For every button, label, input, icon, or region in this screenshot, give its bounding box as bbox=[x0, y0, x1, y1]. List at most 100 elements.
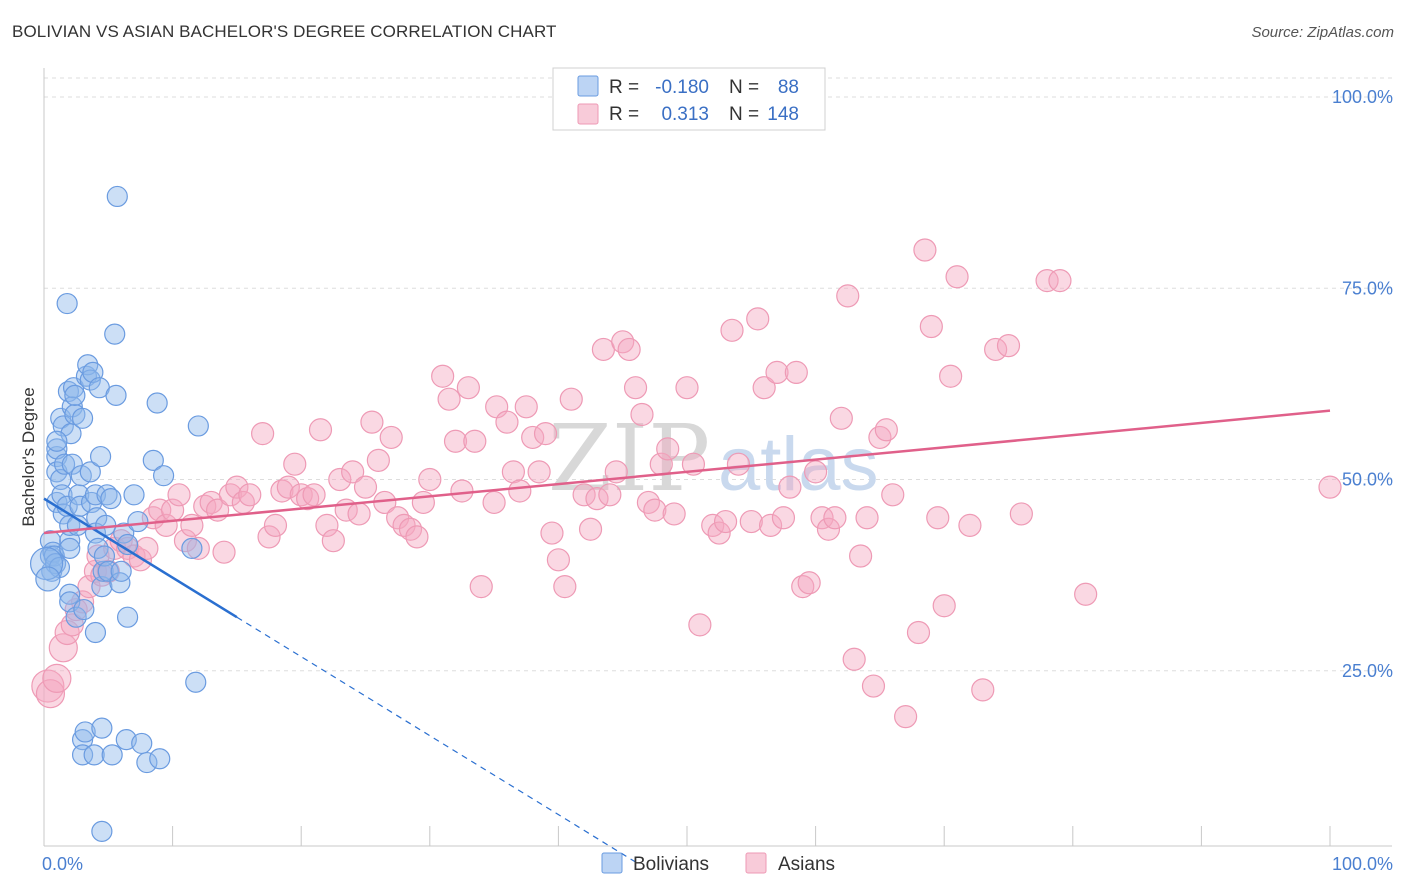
bolivian-point bbox=[64, 384, 86, 406]
watermark-zip: ZIP bbox=[548, 405, 710, 512]
legend-swatch-asians bbox=[577, 103, 599, 125]
asian-point bbox=[386, 506, 410, 530]
asian-point bbox=[919, 314, 943, 339]
asian-point bbox=[849, 544, 873, 568]
legend-r-label-asians: R = bbox=[609, 104, 639, 125]
watermark-atlas: atlas bbox=[718, 422, 879, 507]
bolivian-point bbox=[97, 560, 119, 582]
asian-point bbox=[861, 674, 886, 698]
bolivians-trend-extension bbox=[236, 616, 636, 863]
asian-point bbox=[617, 337, 641, 362]
asian-point bbox=[939, 364, 963, 388]
bolivian-point bbox=[83, 744, 105, 766]
asian-point bbox=[450, 479, 474, 503]
bolivian-point bbox=[73, 598, 95, 621]
bottom-legend-label-bolivians: Bolivians bbox=[633, 854, 709, 875]
asian-point bbox=[945, 265, 969, 289]
asian-point bbox=[546, 548, 571, 572]
asian-point bbox=[347, 502, 371, 526]
asian-point bbox=[701, 513, 725, 538]
bolivian-point bbox=[65, 606, 87, 628]
asian-point bbox=[578, 517, 603, 541]
bolivian-point bbox=[104, 323, 126, 345]
bolivian-point bbox=[110, 560, 132, 582]
asian-point bbox=[791, 574, 815, 599]
asian-point bbox=[829, 406, 853, 430]
asian-point bbox=[48, 633, 78, 663]
legend-r-value-bolivians: -0.180 bbox=[655, 77, 709, 98]
asian-point bbox=[688, 613, 712, 637]
asian-point bbox=[836, 284, 860, 308]
bolivian-point bbox=[74, 721, 96, 743]
x-tick-label-min: 0.0% bbox=[42, 854, 83, 874]
asian-point bbox=[874, 418, 898, 442]
bolivian-point bbox=[79, 369, 101, 391]
asians-points bbox=[31, 238, 1342, 729]
stats-legend: R = -0.180 N = 88 R = 0.313 N = 148 bbox=[552, 67, 826, 131]
asian-point bbox=[405, 525, 429, 549]
bolivian-point bbox=[59, 583, 81, 605]
trend-lines bbox=[43, 409, 1331, 863]
asian-point bbox=[611, 330, 635, 354]
bolivian-point bbox=[91, 820, 113, 843]
y-tick-label: 50.0% bbox=[1342, 470, 1393, 490]
bolivian-point bbox=[92, 560, 114, 582]
asian-point bbox=[906, 620, 931, 645]
asian-point bbox=[456, 376, 480, 400]
bolivian-point bbox=[106, 185, 128, 208]
asian-point bbox=[803, 460, 828, 484]
asian-point bbox=[996, 334, 1021, 358]
asian-point bbox=[707, 521, 731, 545]
y-axis-label: Bachelor's Degree bbox=[19, 387, 38, 526]
asian-point bbox=[508, 479, 532, 503]
bolivian-point bbox=[71, 744, 94, 766]
asian-point bbox=[398, 517, 423, 541]
asian-point bbox=[816, 517, 841, 541]
asian-point bbox=[932, 594, 956, 618]
bolivians-trend-line bbox=[43, 497, 238, 619]
asian-point bbox=[1035, 269, 1059, 293]
asian-point bbox=[868, 425, 892, 450]
bolivian-point bbox=[84, 621, 107, 644]
asian-point bbox=[713, 509, 738, 534]
asian-point bbox=[623, 376, 648, 400]
asian-point bbox=[443, 429, 468, 453]
chart-title: BOLIVIAN VS ASIAN BACHELOR'S DEGREE CORR… bbox=[12, 22, 557, 41]
asian-point bbox=[495, 410, 519, 434]
asian-point bbox=[758, 513, 783, 538]
asian-point bbox=[926, 506, 950, 530]
axes bbox=[43, 68, 1392, 847]
asian-point bbox=[958, 513, 982, 538]
bolivian-point bbox=[185, 671, 207, 693]
asian-point bbox=[662, 502, 686, 526]
asian-point bbox=[553, 574, 577, 599]
asians-trend-line bbox=[43, 409, 1331, 535]
bolivian-point bbox=[105, 384, 127, 406]
bolivian-point bbox=[44, 553, 67, 575]
legend-n-value-asians: 148 bbox=[767, 104, 799, 125]
asian-point bbox=[1048, 269, 1072, 293]
asian-point bbox=[418, 467, 442, 492]
bolivian-point bbox=[69, 495, 91, 517]
x-tick-label-max: 100.0% bbox=[1332, 854, 1393, 874]
source-label: Source: ZipAtlas.com bbox=[1251, 24, 1394, 41]
asian-point bbox=[739, 509, 763, 534]
asian-point bbox=[643, 498, 667, 522]
asian-point bbox=[469, 574, 493, 599]
y-tick-label: 25.0% bbox=[1342, 661, 1393, 681]
series-legend: Bolivians Asians bbox=[601, 852, 835, 875]
bolivian-point bbox=[152, 465, 175, 487]
asian-point bbox=[1318, 475, 1342, 499]
asian-point bbox=[636, 490, 661, 515]
bolivian-point bbox=[187, 415, 209, 437]
asian-point bbox=[913, 238, 937, 262]
bolivian-point bbox=[71, 728, 94, 751]
asian-point bbox=[778, 475, 802, 499]
asian-point bbox=[585, 487, 609, 511]
asian-point bbox=[855, 506, 879, 530]
asian-point bbox=[527, 460, 551, 484]
bolivian-point bbox=[100, 488, 122, 510]
asian-point bbox=[784, 360, 808, 384]
asian-point bbox=[726, 452, 751, 476]
asian-point bbox=[630, 402, 654, 427]
